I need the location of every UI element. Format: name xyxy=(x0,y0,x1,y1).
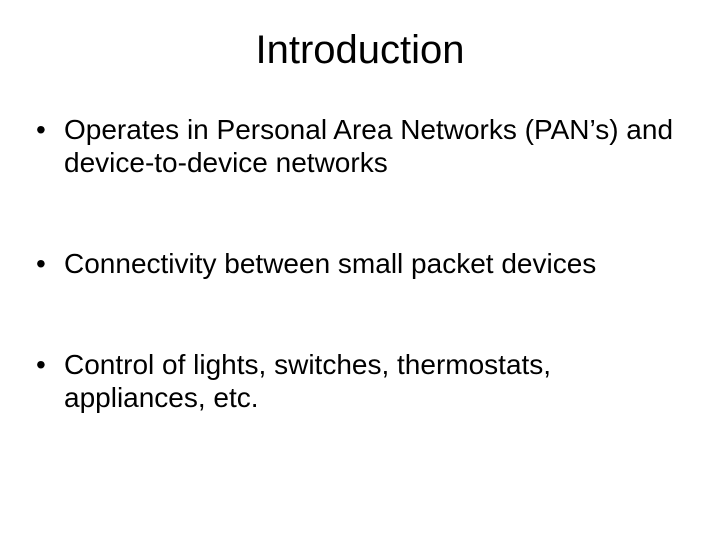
slide: Introduction Operates in Personal Area N… xyxy=(0,0,720,540)
list-item: Connectivity between small packet device… xyxy=(30,247,690,280)
list-item: Operates in Personal Area Networks (PAN’… xyxy=(30,113,690,179)
slide-body: Operates in Personal Area Networks (PAN’… xyxy=(0,83,720,414)
slide-title: Introduction xyxy=(0,0,720,83)
bullet-list: Operates in Personal Area Networks (PAN’… xyxy=(30,113,690,414)
list-item: Control of lights, switches, thermostats… xyxy=(30,348,690,414)
